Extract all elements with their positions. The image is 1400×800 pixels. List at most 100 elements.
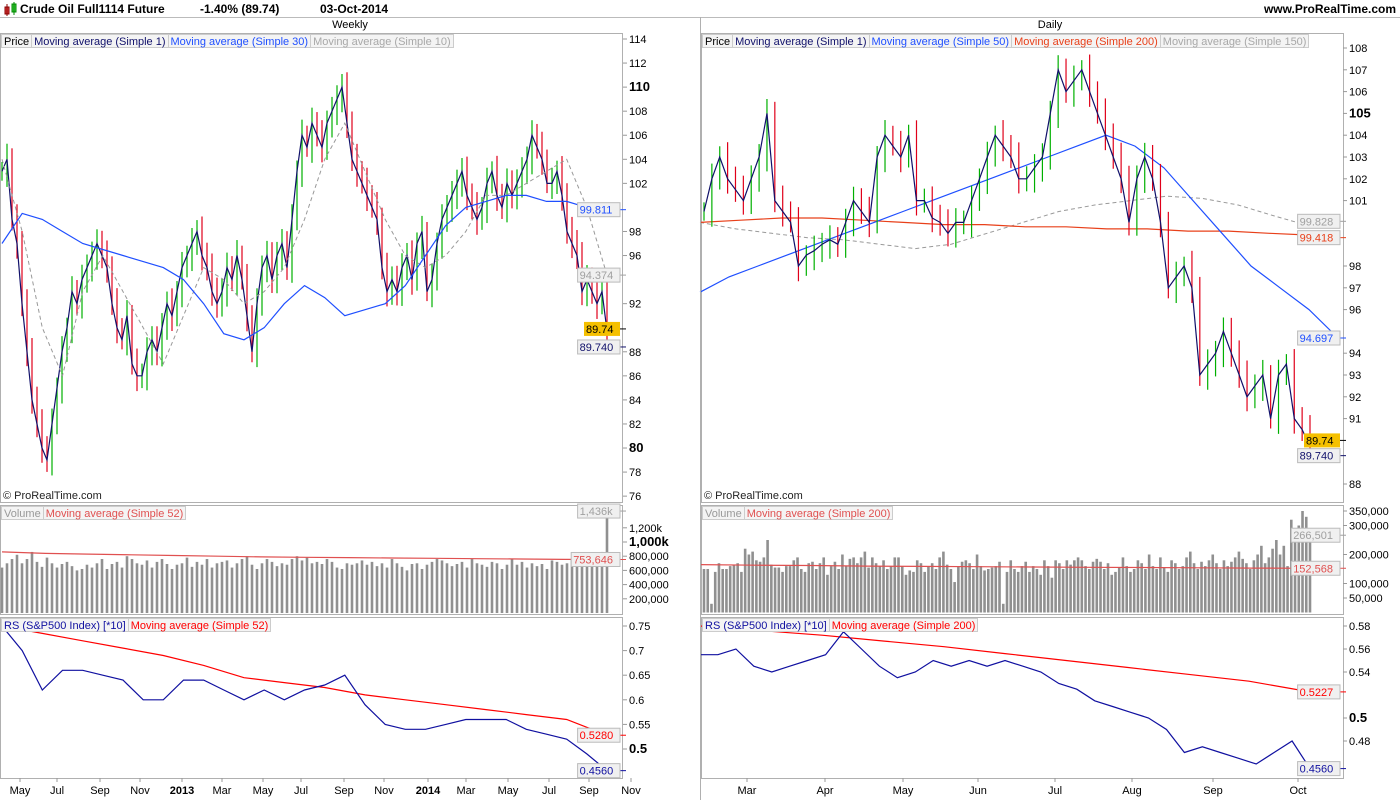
- legend-ma1[interactable]: Moving average (Simple 1): [31, 34, 169, 48]
- daily-volume-bar: [706, 569, 710, 613]
- legend-volume-ma[interactable]: Moving average (Simple 200): [743, 506, 894, 520]
- weekly-price-tick-label: 76: [629, 491, 641, 503]
- weekly-price-tick-label: 106: [629, 130, 647, 142]
- legend-rs[interactable]: RS (S&P500 Index) [*10]: [1, 618, 129, 632]
- weekly-x-label: Jul: [294, 785, 308, 797]
- daily-volume-tick-label: 300,000: [1349, 521, 1389, 533]
- weekly-volume-bar: [55, 567, 59, 613]
- daily-price-tick-label: 106: [1349, 87, 1367, 99]
- legend-ma30[interactable]: Moving average (Simple 30): [167, 34, 312, 48]
- legend-ma50[interactable]: Moving average (Simple 50): [868, 34, 1013, 48]
- daily-x-label: Sep: [1203, 785, 1223, 797]
- value-badge-label: 89.740: [1300, 451, 1334, 463]
- daily-volume-bar: [841, 554, 844, 613]
- legend-rs-ma[interactable]: Moving average (Simple 52): [127, 618, 272, 632]
- weekly-volume-bar: [385, 567, 389, 613]
- weekly-volume-bar: [535, 566, 539, 613]
- weekly-volume-bar: [590, 553, 594, 613]
- site-link[interactable]: www.ProRealTime.com: [1263, 2, 1396, 16]
- legend-volume[interactable]: Volume: [702, 506, 745, 520]
- daily-volume-bar: [897, 557, 900, 613]
- daily-volume-bar: [979, 566, 983, 613]
- weekly-rs-tick-label: 0.55: [629, 719, 650, 731]
- weekly-price-tick-label: 92: [629, 299, 641, 311]
- legend-ma1[interactable]: Moving average (Simple 1): [732, 34, 870, 48]
- daily-volume-bar: [1155, 569, 1158, 613]
- daily-price-legend[interactable]: Price Moving average (Simple 1) Moving a…: [702, 34, 1310, 48]
- daily-volume-bar: [1267, 557, 1271, 613]
- weekly-volume-legend[interactable]: Volume Moving average (Simple 52): [1, 506, 187, 520]
- legend-price[interactable]: Price: [1, 34, 33, 48]
- daily-volume-bar: [1020, 566, 1024, 613]
- weekly-volume-bar: [440, 560, 444, 613]
- daily-volume-bar: [1196, 569, 1200, 613]
- close-line-ma1: [703, 67, 1311, 447]
- weekly-price-tick-label: 98: [629, 226, 641, 238]
- weekly-volume-bar: [495, 563, 499, 613]
- weekly-volume-bar: [180, 563, 184, 613]
- value-badge: [577, 727, 621, 743]
- daily-volume-bar: [964, 560, 968, 613]
- daily-rs-tick-label: 0.54: [1349, 667, 1370, 679]
- legend-ma10[interactable]: Moving average (Simple 10): [310, 34, 454, 48]
- daily-volume-bar: [1241, 558, 1244, 613]
- legend-rs[interactable]: RS (S&P500 Index) [*10]: [702, 618, 830, 632]
- legend-ma150[interactable]: Moving average (Simple 150): [1159, 34, 1310, 48]
- daily-volume-bar: [1110, 574, 1114, 613]
- weekly-volume-bar: [460, 561, 464, 613]
- daily-volume-bar: [1050, 577, 1054, 613]
- daily-volume-bar: [702, 569, 706, 613]
- weekly-x-label: Nov: [130, 785, 150, 797]
- daily-title: Daily: [1037, 19, 1063, 31]
- legend-price[interactable]: Price: [702, 34, 734, 48]
- weekly-volume-bar: [230, 567, 234, 613]
- daily-price-tick-label: 107: [1349, 65, 1367, 77]
- value-badge-label: 94.697: [1300, 333, 1334, 345]
- weekly-price-tick-label: 114: [629, 34, 647, 46]
- weekly-volume-bar: [155, 561, 159, 613]
- weekly-volume-bar: [280, 563, 284, 613]
- weekly-x-label: May: [498, 785, 519, 797]
- weekly-volume-tick-label: 400,000: [629, 580, 669, 592]
- value-badge: [570, 551, 621, 567]
- legend-ma200[interactable]: Moving average (Simple 200): [1011, 34, 1161, 48]
- daily-volume-bar: [1136, 560, 1140, 613]
- weekly-volume-bar: [575, 554, 579, 613]
- value-badge-label: 0.4560: [580, 766, 614, 778]
- daily-volume-bar: [1203, 566, 1207, 613]
- weekly-x-label: Mar: [213, 785, 232, 797]
- weekly-volume-bar: [455, 564, 459, 613]
- daily-volume-tick-label: 200,000: [1349, 550, 1389, 562]
- daily-volume-bar: [919, 563, 923, 613]
- daily-volume-bar: [818, 563, 822, 613]
- value-badge: [1297, 330, 1341, 346]
- weekly-rs-legend[interactable]: RS (S&P500 Index) [*10] Moving average (…: [1, 618, 272, 632]
- daily-price-tick-label: 88: [1349, 479, 1361, 491]
- weekly-volume-bar: [160, 559, 164, 613]
- daily-volume-bar: [1144, 569, 1147, 613]
- weekly-x-label: Jul: [50, 785, 64, 797]
- weekly-volume-bar: [420, 568, 424, 613]
- daily-volume-bar: [1095, 558, 1099, 613]
- daily-price-tick-label: 93: [1349, 370, 1361, 382]
- weekly-x-label: May: [253, 785, 274, 797]
- daily-volume-bar: [1275, 540, 1278, 613]
- weekly-volume-bar: [265, 559, 269, 613]
- weekly-x-label: Nov: [621, 785, 641, 797]
- daily-volume-bar: [983, 570, 986, 613]
- weekly-volume-bar: [35, 561, 39, 613]
- daily-volume-tick-label: 350,000: [1349, 506, 1389, 518]
- weekly-price-legend[interactable]: Price Moving average (Simple 1) Moving a…: [1, 34, 454, 48]
- legend-volume-ma[interactable]: Moving average (Simple 52): [42, 506, 187, 520]
- weekly-x-label: Nov: [374, 785, 394, 797]
- weekly-volume-bar: [310, 563, 314, 613]
- daily-volume-legend[interactable]: Volume Moving average (Simple 200): [702, 506, 894, 520]
- daily-volume-bar: [893, 557, 897, 613]
- legend-rs-ma[interactable]: Moving average (Simple 200): [828, 618, 979, 632]
- daily-rs-legend[interactable]: RS (S&P500 Index) [*10] Moving average (…: [702, 618, 979, 632]
- legend-volume[interactable]: Volume: [1, 506, 44, 520]
- daily-volume-bar: [1009, 560, 1013, 613]
- weekly-volume-bar: [340, 568, 344, 613]
- daily-volume-bar: [1245, 563, 1248, 613]
